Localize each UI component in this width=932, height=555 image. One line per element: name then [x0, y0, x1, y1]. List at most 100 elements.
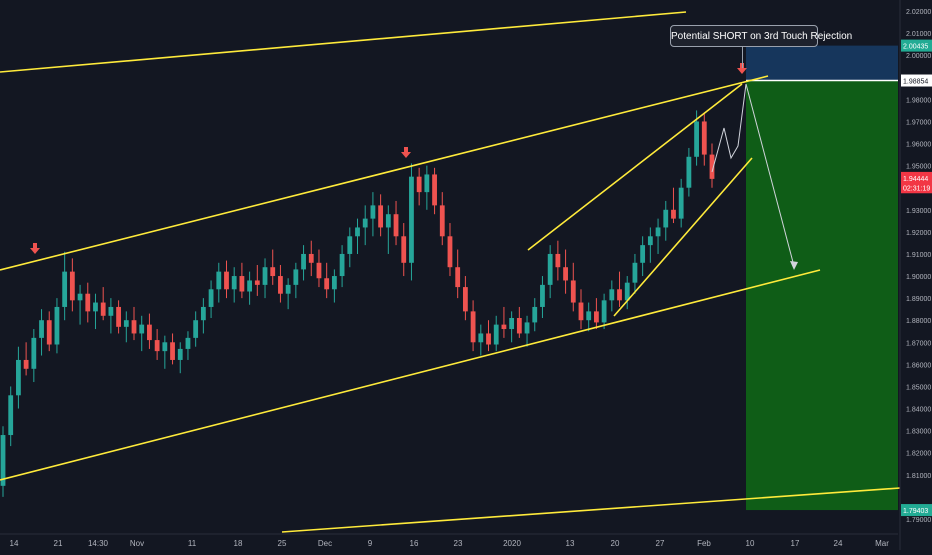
candle-body: [570, 280, 576, 303]
candle-body: [200, 306, 206, 321]
y-tick-label: 1.84000: [906, 407, 931, 414]
candle-body: [0, 435, 6, 486]
x-tick-label: 14: [10, 539, 19, 548]
candle-body: [647, 236, 653, 246]
candle-body: [216, 271, 222, 290]
candle-body: [701, 121, 707, 155]
candle-body: [147, 324, 152, 341]
candle-body: [655, 227, 661, 237]
candle-body: [632, 262, 638, 283]
candle-body: [131, 320, 137, 334]
candle-body: [409, 176, 414, 263]
candle-body: [540, 284, 545, 307]
upper-parallel-line: [0, 11, 687, 73]
candle-body: [709, 154, 715, 179]
candle-body: [162, 342, 168, 352]
candle-body: [8, 395, 14, 436]
candle-body: [624, 282, 630, 301]
annotation-callout[interactable]: Potential SHORT on 3rd Touch Rejection: [670, 25, 852, 47]
candle-body: [532, 306, 538, 323]
candle-body: [470, 311, 476, 343]
y-tick-label: 1.93000: [906, 208, 931, 215]
y-tick-label: 1.89000: [906, 296, 931, 303]
x-tick-label: 14:30: [88, 539, 109, 548]
candle-body: [139, 324, 145, 334]
candle-body: [378, 205, 384, 228]
wedge-lower-line: [613, 157, 753, 317]
candle-body: [524, 322, 530, 334]
touch-arrow-icon: [33, 243, 37, 248]
y-tick-label: 1.87000: [906, 340, 931, 347]
candle-body: [154, 340, 160, 352]
lower-parallel-line: [281, 487, 901, 533]
candle-body: [601, 300, 607, 323]
y-tick-label: 1.90000: [906, 274, 931, 281]
y-tick-label: 2.00000: [906, 53, 931, 60]
candle-body: [100, 302, 106, 316]
candle-body: [93, 302, 98, 312]
y-tick-label: 1.95000: [906, 164, 931, 171]
candle-body: [455, 267, 461, 288]
candle-body: [486, 333, 491, 345]
candle-body: [270, 267, 276, 277]
candle-body: [31, 337, 37, 369]
candle-body: [331, 276, 337, 290]
candle-body: [516, 318, 522, 334]
price-label-box: [901, 39, 932, 52]
wedge-upper-line: [527, 83, 743, 251]
touch-arrow-icon: [401, 152, 411, 158]
candle-body: [54, 306, 60, 345]
candle-body: [170, 342, 175, 360]
candle-body: [671, 209, 676, 219]
price-label: 1.94444: [903, 176, 928, 183]
candle-body: [555, 253, 561, 268]
price-label-box: [901, 504, 932, 517]
x-tick-label: 25: [278, 539, 287, 548]
candle-body: [301, 253, 306, 270]
projection-arrowhead: [790, 261, 798, 270]
y-tick-label: 1.79000: [906, 517, 931, 524]
candle-body: [493, 324, 499, 345]
candle-body: [609, 289, 615, 301]
candle-body: [62, 271, 68, 307]
candle-body: [501, 324, 507, 330]
price-label: 1.98854: [903, 79, 928, 86]
candle-body: [424, 174, 430, 193]
candle-body: [324, 278, 330, 290]
x-tick-label: 11: [188, 539, 197, 548]
candle-body: [393, 214, 399, 237]
candle-body: [678, 187, 684, 219]
y-tick-label: 1.81000: [906, 473, 931, 480]
y-tick-label: 1.82000: [906, 451, 931, 458]
x-tick-label: 2020: [503, 539, 521, 548]
x-tick-label: 16: [410, 539, 419, 548]
take-profit-zone: [746, 80, 898, 511]
projection-path-up: [711, 83, 747, 173]
candle-body: [640, 245, 646, 263]
candle-body: [308, 253, 314, 263]
x-tick-label: 10: [746, 539, 755, 548]
candle-body: [69, 271, 75, 301]
candle-body: [177, 348, 183, 360]
x-tick-label: Feb: [697, 539, 711, 548]
y-tick-label: 1.97000: [906, 119, 931, 126]
candle-body: [185, 337, 191, 349]
candle-body: [85, 293, 91, 312]
channel-upper-line: [0, 75, 769, 271]
x-tick-label: 27: [656, 539, 665, 548]
x-tick-label: 13: [566, 539, 575, 548]
candle-body: [254, 280, 260, 285]
candle-body: [439, 205, 445, 237]
candle-body: [362, 218, 368, 228]
candle-body: [478, 333, 484, 343]
candle-body: [247, 280, 253, 292]
candle-body: [39, 320, 44, 338]
candle-body: [370, 205, 376, 219]
candle-body: [594, 311, 599, 323]
candle-body: [385, 214, 391, 228]
candle-body: [46, 320, 52, 345]
candle-body: [578, 302, 584, 321]
candle-body: [231, 276, 237, 290]
